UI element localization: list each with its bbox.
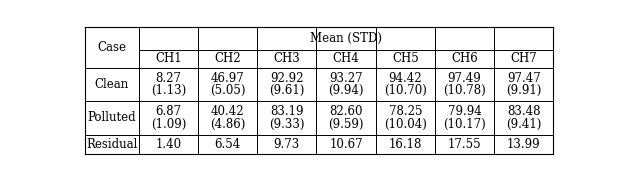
Text: (10.17): (10.17) (443, 118, 486, 130)
Text: 40.42: 40.42 (211, 105, 244, 118)
Text: 97.49: 97.49 (448, 72, 482, 85)
Text: Mean (STD): Mean (STD) (310, 32, 382, 45)
Text: (9.33): (9.33) (269, 118, 305, 130)
Text: 6.54: 6.54 (214, 138, 240, 151)
Text: (10.70): (10.70) (384, 84, 427, 97)
Text: (5.05): (5.05) (210, 84, 245, 97)
Text: CH3: CH3 (273, 52, 300, 65)
Text: (1.13): (1.13) (151, 84, 186, 97)
Text: CH7: CH7 (510, 52, 537, 65)
Text: 82.60: 82.60 (330, 105, 363, 118)
Text: (1.09): (1.09) (151, 118, 186, 130)
Text: 94.42: 94.42 (389, 72, 422, 85)
Text: 83.48: 83.48 (507, 105, 541, 118)
Text: (9.94): (9.94) (328, 84, 364, 97)
Text: 92.92: 92.92 (270, 72, 303, 85)
Text: 17.55: 17.55 (448, 138, 482, 151)
Text: 78.25: 78.25 (389, 105, 422, 118)
Text: Case: Case (97, 41, 126, 54)
Text: CH1: CH1 (155, 52, 182, 65)
Text: 16.18: 16.18 (389, 138, 422, 151)
Text: Clean: Clean (95, 78, 129, 91)
Text: (4.86): (4.86) (210, 118, 245, 130)
Text: 6.87: 6.87 (155, 105, 181, 118)
Text: 97.47: 97.47 (507, 72, 541, 85)
Text: CH2: CH2 (214, 52, 241, 65)
Text: 46.97: 46.97 (211, 72, 244, 85)
Text: (9.59): (9.59) (328, 118, 364, 130)
Text: 1.40: 1.40 (155, 138, 181, 151)
Text: 79.94: 79.94 (448, 105, 482, 118)
Text: Residual: Residual (86, 138, 138, 151)
Text: (10.04): (10.04) (384, 118, 427, 130)
Text: CH6: CH6 (451, 52, 478, 65)
Text: 13.99: 13.99 (507, 138, 541, 151)
Text: (9.91): (9.91) (506, 84, 541, 97)
Text: CH4: CH4 (333, 52, 359, 65)
Text: CH5: CH5 (392, 52, 419, 65)
Text: Polluted: Polluted (88, 112, 136, 124)
Text: 9.73: 9.73 (273, 138, 300, 151)
Text: (9.41): (9.41) (506, 118, 541, 130)
Text: 8.27: 8.27 (155, 72, 181, 85)
Text: 83.19: 83.19 (270, 105, 303, 118)
Text: 93.27: 93.27 (330, 72, 363, 85)
Text: (9.61): (9.61) (269, 84, 305, 97)
Text: 10.67: 10.67 (330, 138, 363, 151)
Text: (10.78): (10.78) (443, 84, 486, 97)
